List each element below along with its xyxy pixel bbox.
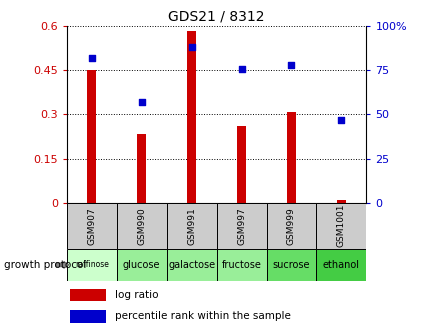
Bar — [187, 30, 196, 203]
Bar — [316, 203, 366, 249]
Text: raffinose: raffinose — [75, 260, 108, 269]
Title: GDS21 / 8312: GDS21 / 8312 — [168, 9, 264, 24]
Bar — [316, 249, 366, 281]
Bar — [117, 249, 166, 281]
Text: sucrose: sucrose — [272, 260, 310, 270]
Text: ethanol: ethanol — [322, 260, 359, 270]
Bar — [67, 249, 117, 281]
Bar — [336, 200, 345, 203]
Text: GSM997: GSM997 — [237, 207, 246, 245]
Point — [287, 62, 294, 68]
Point — [237, 66, 244, 71]
Bar — [216, 249, 266, 281]
Text: growth protocol: growth protocol — [4, 260, 86, 270]
Point — [337, 117, 344, 122]
Point — [188, 45, 195, 50]
Text: GSM1001: GSM1001 — [336, 204, 345, 248]
Text: GSM990: GSM990 — [137, 207, 146, 245]
Text: galactose: galactose — [168, 260, 215, 270]
Text: GSM999: GSM999 — [286, 207, 295, 245]
Bar — [117, 203, 166, 249]
Text: glucose: glucose — [123, 260, 160, 270]
Bar — [166, 203, 216, 249]
Bar — [266, 249, 316, 281]
Bar — [87, 70, 96, 203]
Point — [138, 99, 145, 105]
Text: percentile rank within the sample: percentile rank within the sample — [115, 311, 290, 321]
Bar — [67, 203, 117, 249]
Bar — [266, 203, 316, 249]
Bar — [286, 112, 295, 203]
Text: log ratio: log ratio — [115, 290, 158, 300]
Point — [88, 55, 95, 60]
Bar — [166, 249, 216, 281]
Bar — [70, 289, 106, 301]
Text: GSM907: GSM907 — [87, 207, 96, 245]
Bar — [237, 126, 246, 203]
Bar — [216, 203, 266, 249]
Bar — [137, 133, 146, 203]
Bar — [70, 310, 106, 323]
Text: fructose: fructose — [221, 260, 261, 270]
Text: GSM991: GSM991 — [187, 207, 196, 245]
